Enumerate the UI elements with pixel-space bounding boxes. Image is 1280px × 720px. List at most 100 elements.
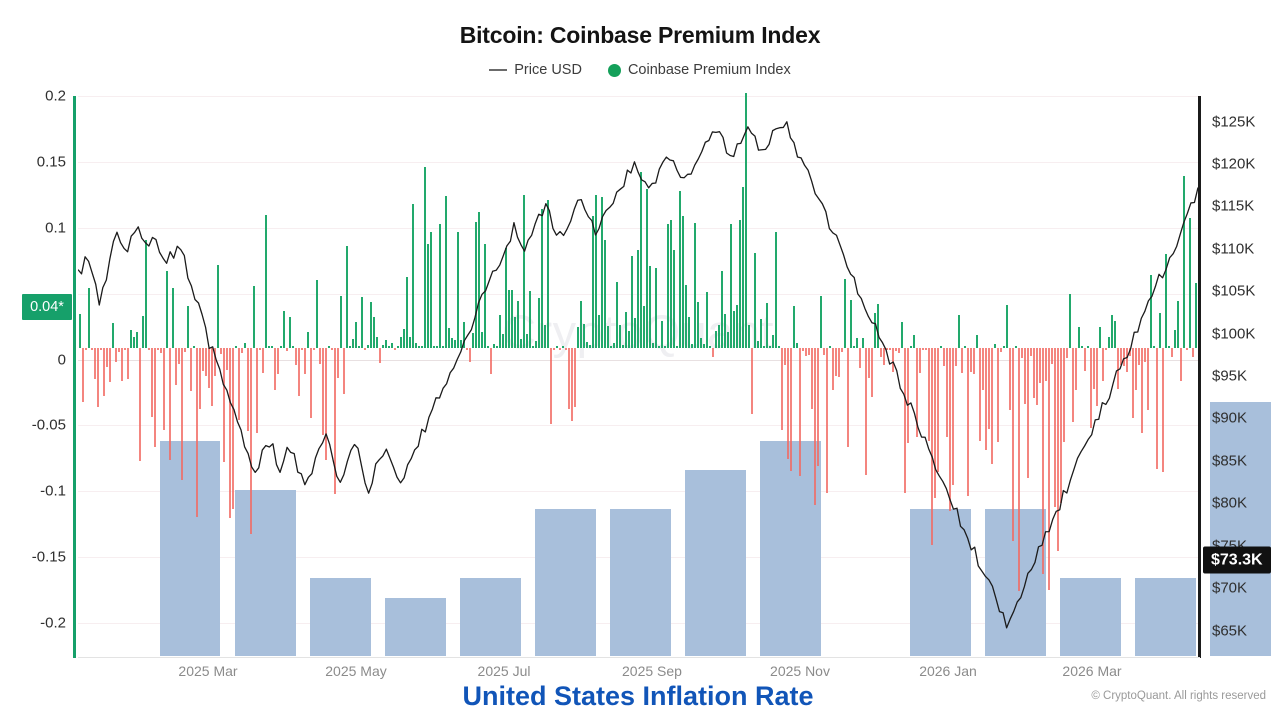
premium-bar-positive [382,344,384,348]
premium-bar-positive [643,306,645,348]
premium-bar-positive [652,342,654,348]
premium-bar-positive [1195,282,1197,348]
premium-bar-positive [856,338,858,348]
premium-bar-positive [292,346,294,348]
premium-bar-negative [178,348,180,364]
premium-bar-negative [277,348,279,374]
premium-bar-positive [619,325,621,348]
premium-bar-negative [955,348,957,367]
premium-bar-negative [943,348,945,366]
premium-bar-positive [853,346,855,348]
line-marker-icon [489,69,508,71]
premium-bar-positive [595,194,597,348]
inflation-bar [235,490,296,656]
x-axis-tick-label: 2026 Mar [1062,663,1122,679]
premium-bar-positive [412,204,414,348]
premium-bar-positive [112,323,114,348]
coinbase-premium-bars [78,93,1198,656]
premium-bar-positive [244,343,246,348]
premium-bar-negative [118,348,120,352]
premium-bar-positive [487,346,489,348]
premium-bar-positive [622,344,624,348]
premium-bar-negative [286,348,288,351]
premium-bar-positive [475,221,477,348]
premium-bar-positive [544,324,546,348]
premium-bar-positive [727,331,729,348]
premium-bar-negative [319,348,321,364]
premium-bar-negative [790,348,792,471]
premium-bar-positive [1174,330,1176,348]
premium-bar-negative [1063,348,1065,442]
premium-bar-positive [520,338,522,348]
premium-bar-positive [763,346,765,348]
plot-area[interactable]: CryptoQuant United States Inflation Rate [78,93,1271,711]
premium-bar-negative [94,348,96,379]
premium-bar-negative [859,348,861,369]
premium-bar-negative [139,348,141,462]
premium-bar-negative [199,348,201,410]
legend-label-premium: Coinbase Premium Index [627,62,791,78]
gridline [78,491,1198,493]
right-axis-tick-label: $70K [1212,579,1248,597]
premium-bar-negative [1090,348,1092,428]
premium-bar-positive [253,285,255,348]
premium-bar-negative [1000,348,1002,353]
premium-bar-positive [193,346,195,348]
premium-bar-negative [970,348,972,372]
premium-bar-negative [1030,348,1032,357]
premium-bar-negative [313,348,315,350]
premium-bar-negative [250,348,252,535]
premium-bar-negative [151,348,153,418]
premium-bar-negative [334,348,336,495]
premium-bar-positive [721,270,723,348]
premium-bar-positive [1111,314,1113,348]
premium-bar-negative [469,348,471,363]
premium-bar-negative [916,348,918,437]
premium-bar-negative [157,348,159,350]
premium-bar-positive [994,344,996,348]
x-axis-tick-label: 2025 Mar [178,663,238,679]
right-axis-tick-label: $105K [1212,282,1256,300]
page-title: Bitcoin: Coinbase Premium Index [459,22,821,48]
premium-bar-positive [844,279,846,348]
premium-bar-positive [427,243,429,348]
premium-bar-positive [1165,253,1167,348]
premium-bar-positive [604,240,606,348]
premium-bar-negative [751,348,753,415]
premium-bar-positive [433,345,435,348]
premium-bar-negative [310,348,312,419]
premium-bar-positive [700,338,702,348]
left-axis-tick-label: -0.1 [40,482,66,500]
x-axis-tick-label: 2025 Jul [477,663,531,679]
premium-bar-positive [235,346,237,348]
premium-bar-negative [823,348,825,355]
premium-bar-positive [517,301,519,348]
premium-bar-negative [787,348,789,459]
legend-item-premium[interactable]: Coinbase Premium Index [607,62,791,78]
premium-bar-negative [991,348,993,464]
premium-bar-negative [1171,348,1173,357]
premium-bar-positive [1087,346,1089,348]
premium-bar-positive [613,343,615,348]
premium-bar-positive [1150,275,1152,348]
x-axis-tick-label: 2026 Jan [919,663,977,679]
premium-bar-positive [748,324,750,348]
premium-bar-positive [403,329,405,348]
premium-bar-negative [922,348,924,350]
premium-bar-positive [715,330,717,348]
annotation-label: United States Inflation Rate [462,681,814,711]
premium-bar-negative [961,348,963,374]
premium-bar-negative [1075,348,1077,390]
premium-bar-negative [1093,348,1095,390]
premium-bar-positive [1153,346,1155,348]
premium-bar-negative [1042,348,1044,575]
premium-bar-positive [772,334,774,348]
premium-bar-positive [1114,320,1116,348]
premium-bar-negative [364,348,366,350]
inflation-bar [385,598,446,656]
gridline [78,425,1198,427]
premium-bar-negative [211,348,213,407]
left-axis-line [73,96,76,658]
legend-item-price[interactable]: Price USD [489,62,582,78]
